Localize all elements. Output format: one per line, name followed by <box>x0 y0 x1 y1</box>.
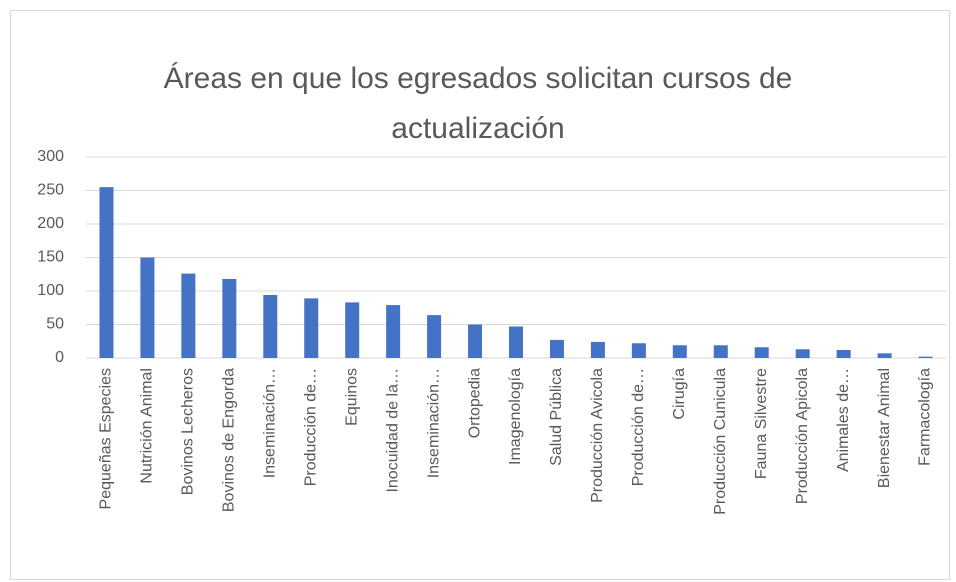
x-tick-label: Producción Cunicula <box>712 368 729 515</box>
x-tick-label: Equinos <box>343 368 360 426</box>
x-tick-label: Inseminación… <box>425 368 442 478</box>
bar <box>795 349 810 358</box>
x-tick-label: Fauna Silvestre <box>753 368 770 479</box>
x-tick-label: Bovinos de Engorda <box>221 368 238 512</box>
bar <box>304 298 319 358</box>
y-tick-label: 300 <box>37 148 64 165</box>
x-tick-label: Pequeñas Especies <box>98 368 115 509</box>
bar <box>140 257 155 358</box>
chart-title: Áreas en que los egresados solicitan cur… <box>164 62 793 95</box>
bar <box>590 341 605 358</box>
x-tick-label: Bovinos Lecheros <box>180 368 197 495</box>
bar <box>427 315 442 358</box>
bar <box>918 356 933 358</box>
bar <box>877 353 892 358</box>
bar <box>631 343 646 358</box>
chart-border <box>10 10 950 580</box>
x-tick-label: Bienestar Animal <box>876 368 893 488</box>
y-tick-label: 250 <box>37 182 64 199</box>
bar <box>345 302 360 358</box>
bar <box>468 324 483 358</box>
x-tick-label: Imagenología <box>507 368 524 465</box>
x-tick-label: Salud Pública <box>548 368 565 466</box>
x-tick-label: Producción de… <box>630 368 647 486</box>
bar <box>181 273 196 358</box>
x-tick-label: Inocuidad de la… <box>384 368 401 493</box>
x-tick-label: Farmacología <box>917 368 934 466</box>
chart-title: actualización <box>391 112 564 145</box>
bar <box>509 326 523 358</box>
y-tick-label: 0 <box>55 349 64 366</box>
bar <box>549 339 564 358</box>
bar <box>222 278 237 358</box>
bar <box>754 347 769 358</box>
x-tick-label: Producción Avicola <box>589 368 606 503</box>
y-tick-label: 100 <box>37 282 64 299</box>
x-tick-label: Ortopedia <box>466 368 483 438</box>
bar <box>386 305 401 358</box>
x-tick-label: Animales de… <box>835 368 852 472</box>
bar <box>99 187 114 358</box>
y-tick-label: 50 <box>46 316 64 333</box>
bar <box>263 295 278 358</box>
x-tick-label: Inseminación… <box>262 368 279 478</box>
x-tick-label: Nutrición Animal <box>139 368 156 484</box>
x-tick-label: Producción de… <box>302 368 319 486</box>
bar <box>836 349 851 358</box>
x-tick-label: Cirugía <box>671 368 688 420</box>
y-tick-label: 150 <box>37 249 64 266</box>
x-tick-label: Producción Apicola <box>794 368 811 504</box>
y-tick-label: 200 <box>37 215 64 232</box>
bar <box>713 345 728 358</box>
bar <box>672 345 687 358</box>
